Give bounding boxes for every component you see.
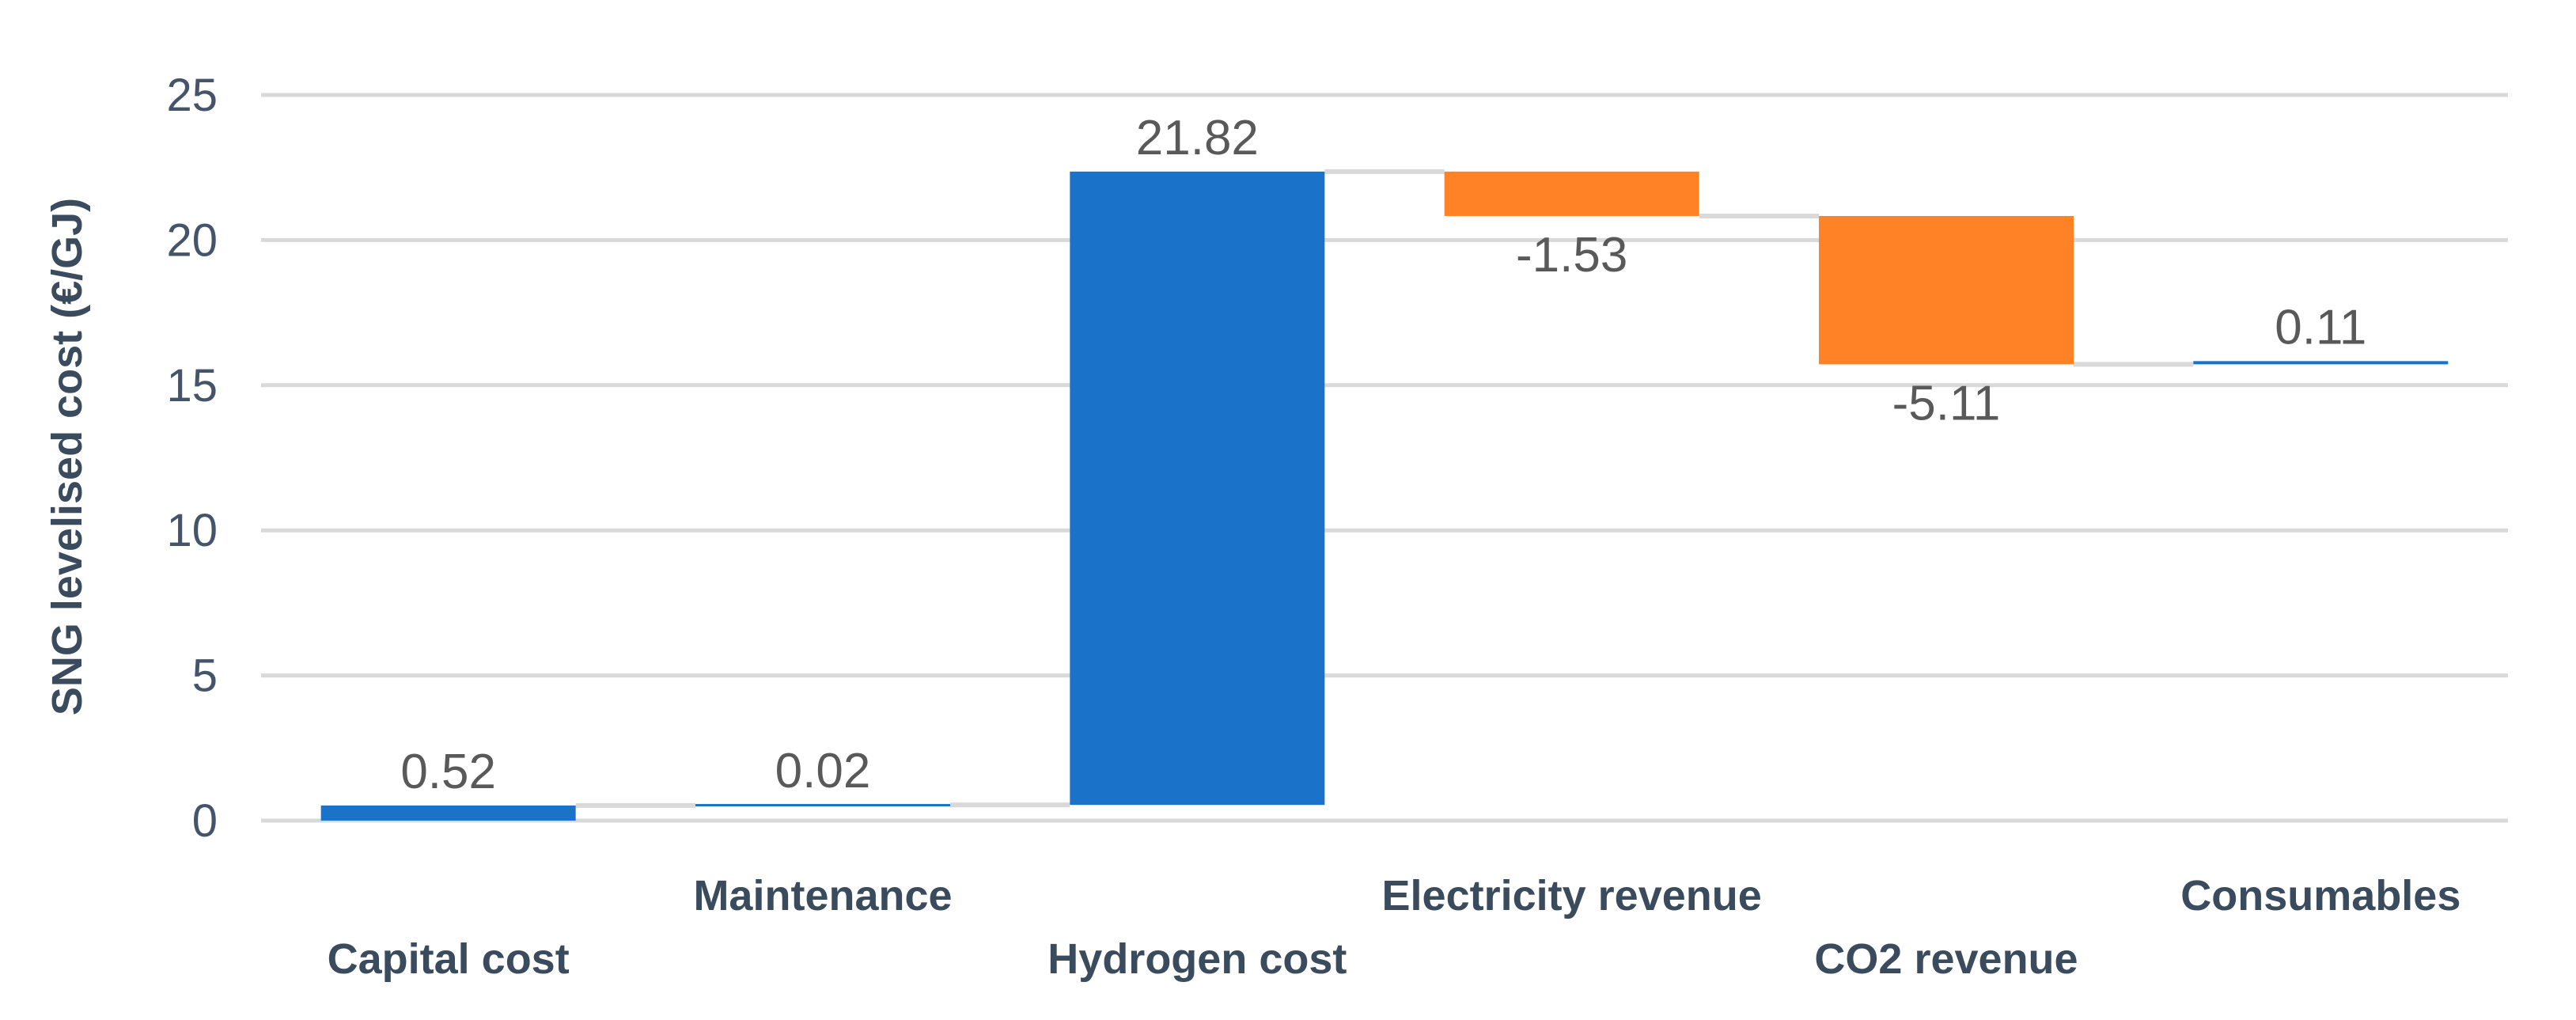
bar	[1070, 171, 1325, 806]
bars	[320, 171, 2449, 821]
data-label: -5.11	[1892, 376, 2001, 430]
x-axis-categories: Capital cost Maintenance Hydrogen cost Elec…	[328, 872, 2461, 983]
category-label: Capital cost	[328, 935, 570, 983]
bar	[695, 804, 950, 807]
category-label: CO2 revenue	[1814, 935, 2078, 983]
connectors	[575, 169, 2194, 808]
bar	[2193, 361, 2449, 365]
y-axis-ticks: 0 5 10 15 20 25	[166, 70, 218, 847]
category-label: Electricity revenue	[1382, 872, 1762, 920]
y-axis-label: SNG levelised cost (€/GJ)	[44, 198, 91, 715]
data-labels: 0.52 0.02 21.82 -1.53 -5.11 0.11	[400, 111, 2366, 799]
y-tick-label: 0	[192, 795, 218, 847]
data-label: 0.02	[775, 744, 871, 798]
category-label: Hydrogen cost	[1047, 935, 1347, 983]
bar	[1444, 171, 1699, 216]
gridlines	[261, 93, 2508, 823]
bar	[320, 805, 576, 821]
y-tick-label: 10	[166, 505, 218, 556]
y-tick-label: 20	[166, 214, 218, 266]
y-tick-label: 25	[166, 70, 218, 121]
data-label: -1.53	[1516, 228, 1627, 282]
category-label: Maintenance	[693, 872, 952, 920]
bar	[1819, 215, 2074, 365]
data-label: 0.11	[2275, 300, 2366, 355]
data-label: 21.82	[1136, 111, 1259, 165]
data-label: 0.52	[400, 745, 496, 799]
y-tick-label: 15	[166, 360, 218, 411]
y-tick-label: 5	[192, 650, 218, 702]
category-label: Consumables	[2180, 872, 2460, 920]
